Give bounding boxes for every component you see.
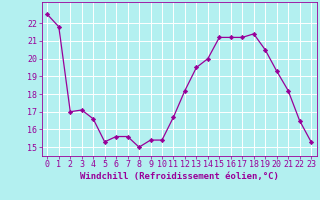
X-axis label: Windchill (Refroidissement éolien,°C): Windchill (Refroidissement éolien,°C) — [80, 172, 279, 181]
